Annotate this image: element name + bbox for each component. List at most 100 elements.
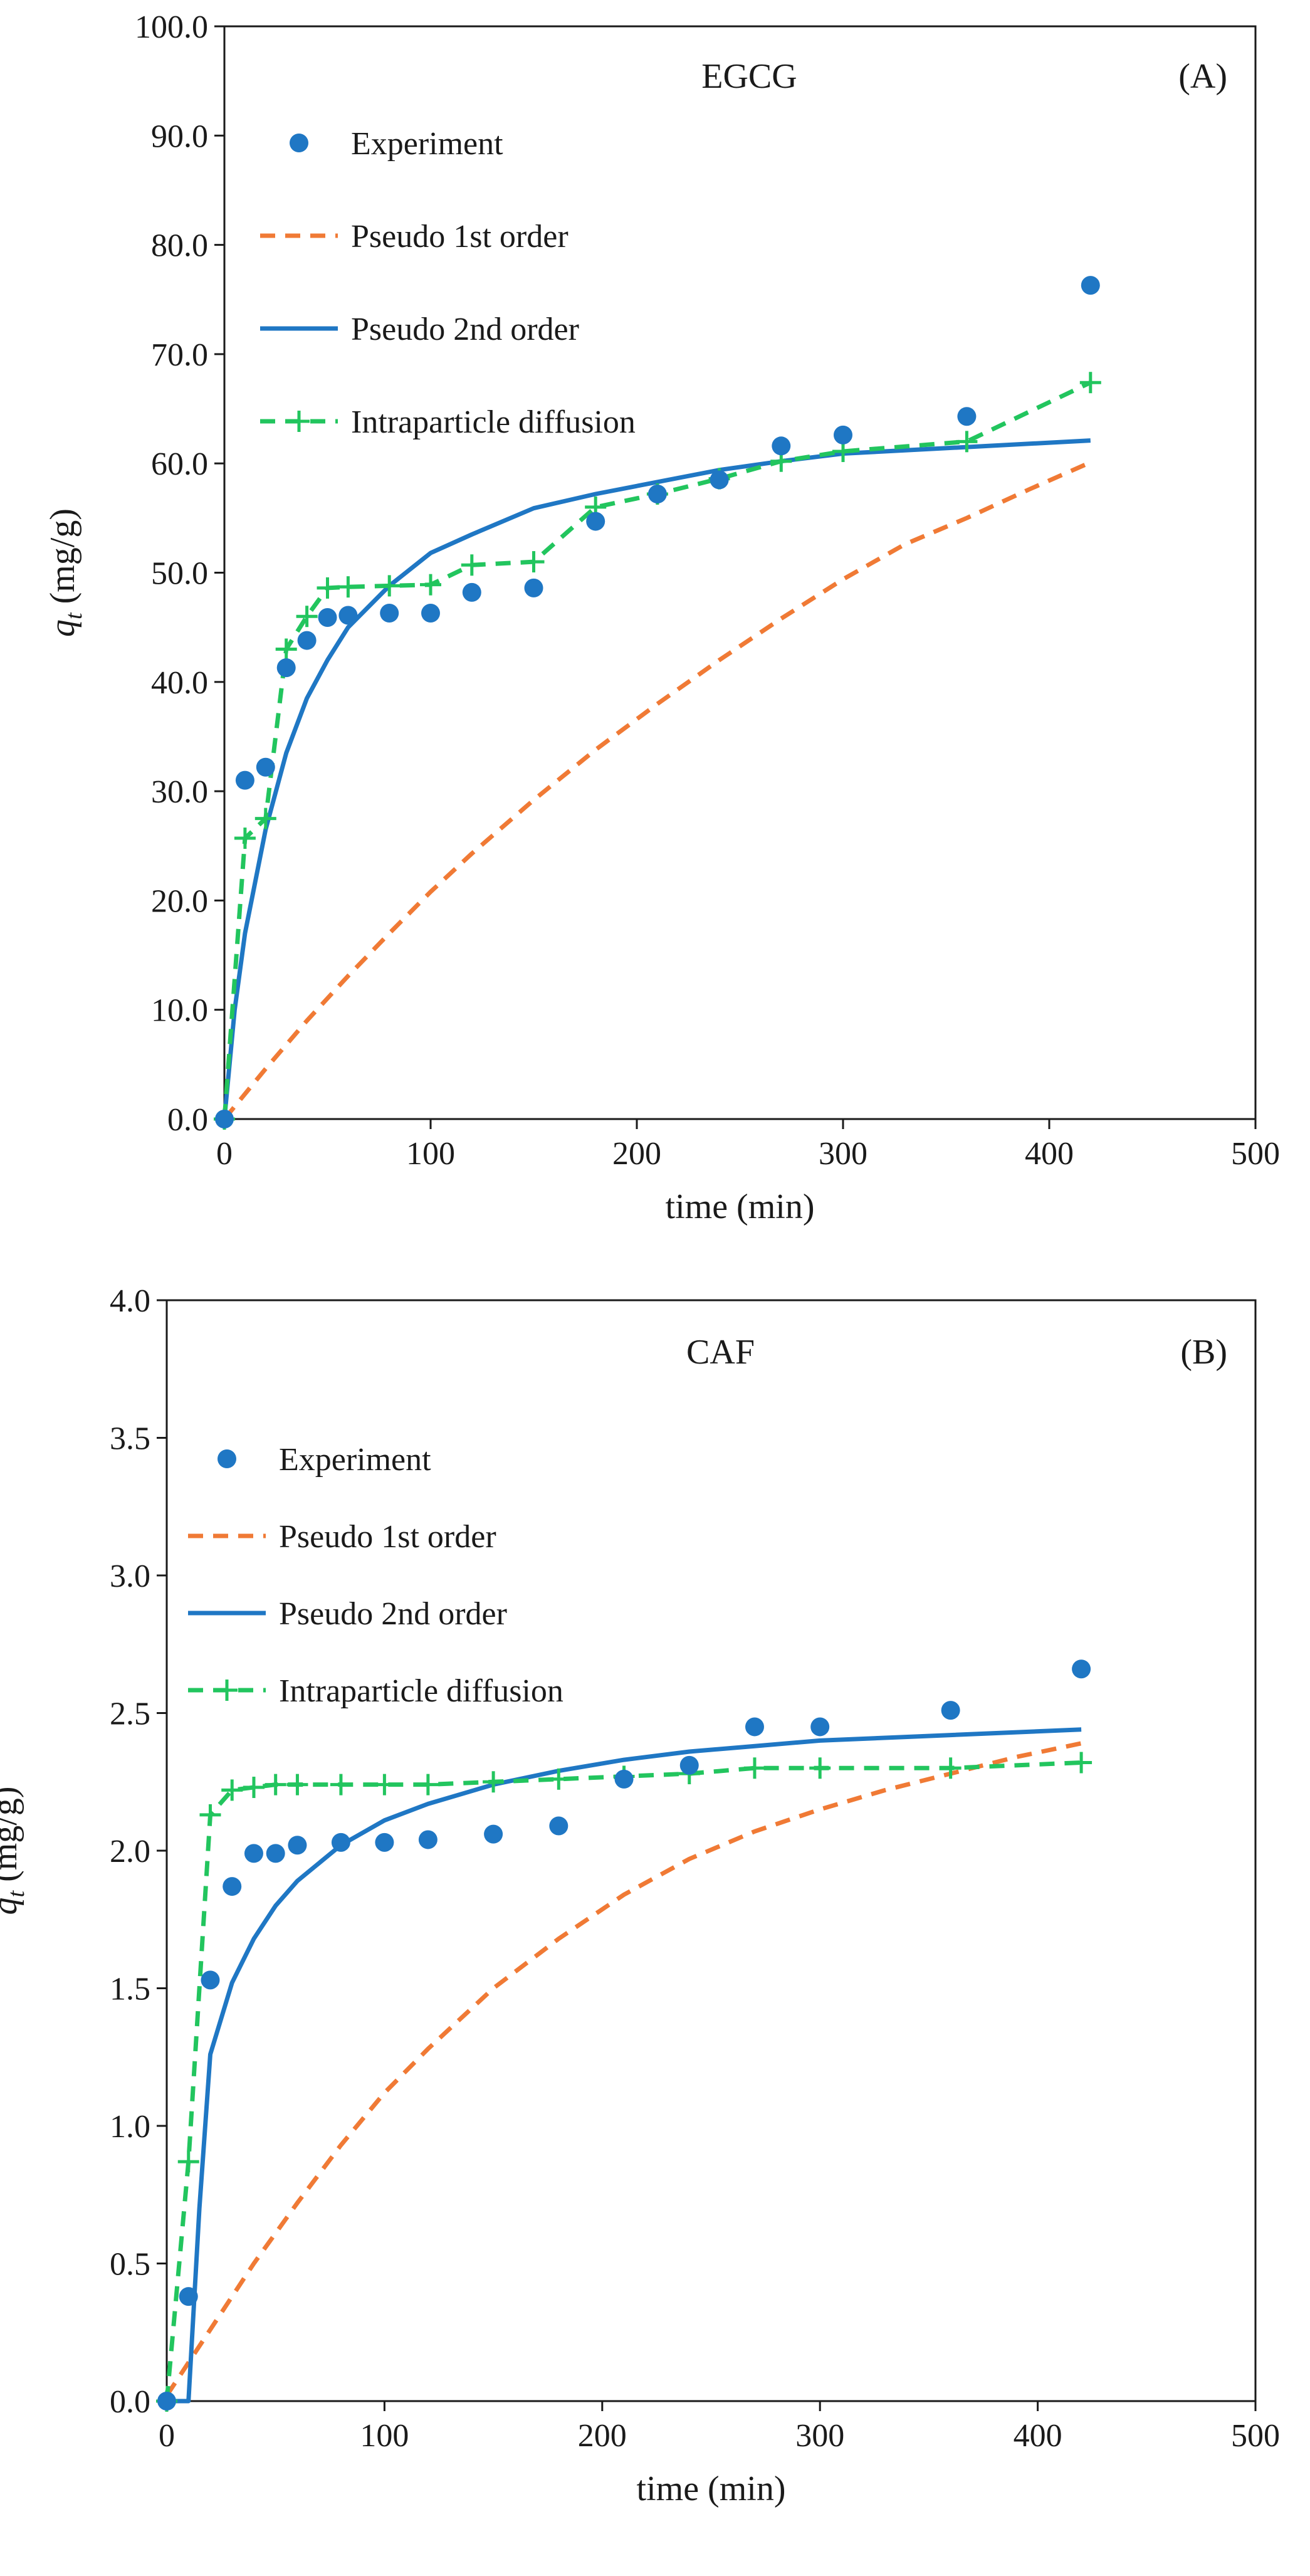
panel-b-legend-entry: Pseudo 2nd order (188, 1596, 507, 1632)
panel-b-series-experiment-point (157, 2392, 176, 2410)
panel-a-y-tick-label: 10.0 (151, 993, 208, 1029)
panel-b-series-experiment-point (1072, 1659, 1091, 1679)
panel-b-series-experiment-point (484, 1824, 503, 1844)
panel-a-legend-entry: Intraparticle diffusion (260, 404, 636, 440)
panel-a-y-tick-label: 100.0 (135, 9, 208, 45)
panel-a-y-tick-label: 40.0 (151, 665, 208, 701)
panel-b-y-tick-label: 1.0 (110, 2109, 150, 2145)
panel-a-legend-entry: Experiment (290, 126, 503, 162)
panel-b-legend-entry-label: Pseudo 2nd order (279, 1596, 507, 1632)
panel-b-x-tick-label: 100 (360, 2418, 409, 2454)
panel-b-series-experiment-point (941, 1701, 960, 1720)
panel-b-series-experiment-point (614, 1769, 634, 1789)
panel-b-series-experiment-point (223, 1877, 242, 1896)
panel-a: 0.0 10.0 20.0 30.0 40.0 50.0 60.0 70.0 80.0 90.0 1… (43, 9, 1280, 1226)
panel-a-x-tick-label: 400 (1025, 1136, 1074, 1172)
panel-b-series-intraparticle-diffusion-line (164, 1760, 1082, 2402)
panel-a-legend-entry: Pseudo 2nd order (260, 312, 579, 347)
panel-b-x-tick-label: 500 (1231, 2418, 1280, 2454)
panel-a-plot-frame (223, 25, 1257, 1120)
panel-b: 0.0 0.5 1.0 1.5 2.0 2.5 3.0 3.5 4.0 0 100 200 300 400… (0, 1283, 1280, 2508)
panel-a-y-axis-title-q: q (43, 619, 82, 637)
panel-a-series-experiment (215, 276, 1100, 1128)
panel-b-series-experiment (157, 1659, 1091, 2410)
panel-a-legend-entry-label: Intraparticle diffusion (351, 404, 636, 440)
panel-b-y-tick-label: 4.0 (110, 1283, 150, 1319)
panel-a-x-tick-label: 300 (819, 1136, 867, 1172)
panel-a-y-tick-label: 20.0 (151, 883, 208, 919)
panel-b-series-pseudo-2nd-order-line (167, 1727, 1082, 2404)
panel-b-legend-entry-label: Experiment (279, 1442, 431, 1478)
panel-b-series-experiment-point (375, 1832, 394, 1852)
panel-a-series-experiment-point (710, 470, 729, 490)
panel-a-legend-entry-label: Pseudo 2nd order (351, 312, 579, 347)
panel-b-title: CAF (686, 1333, 755, 1372)
panel-b-x-axis-title: time (min) (637, 2469, 786, 2508)
panel-a-legend: Experiment Pseudo 1st order Pseudo 2nd ord… (260, 126, 636, 440)
panel-a-x-tick-label: 200 (612, 1136, 661, 1172)
panel-a-series-experiment-point (338, 606, 358, 625)
panel-b-legend-entry-label: Intraparticle diffusion (279, 1673, 563, 1709)
panel-a-series-experiment-point (957, 407, 977, 426)
panel-a-legend-entry-swatch-marker (290, 134, 308, 152)
panel-b-series-experiment-point (549, 1816, 569, 1836)
panel-b-y-axis-title-sub: t (3, 1890, 29, 1897)
panel-a-series-experiment-point (421, 603, 440, 623)
panel-a-title: EGCG (701, 57, 797, 96)
panel-b-legend-entry-label: Pseudo 1st order (279, 1519, 496, 1555)
panel-b-series-experiment-point (331, 1832, 350, 1852)
panel-b-y-tick-label: 2.5 (110, 1696, 150, 1732)
panel-b-series-experiment-point (201, 1970, 220, 1990)
panel-a-y-axis-title-sub: t (61, 612, 87, 619)
panel-a-series-intraparticle-diffusion-line (222, 381, 1092, 1120)
panel-a-series-experiment-point (318, 607, 337, 627)
panel-a-series-experiment-point (772, 436, 791, 456)
panel-a-y-tick-label: 50.0 (151, 556, 208, 592)
panel-a-y-tick-label: 30.0 (151, 774, 208, 810)
panel-b-y-tick-label: 1.5 (110, 1972, 150, 2007)
panel-b-x-tick-label: 200 (578, 2418, 627, 2454)
panel-a-y-tick-label: 60.0 (151, 446, 208, 482)
panel-a-y-tick-label: 70.0 (151, 337, 208, 373)
panel-b-y-axis-title-q: q (0, 1897, 24, 1915)
panel-b-series-experiment-point (745, 1717, 764, 1737)
panel-b-y-tick-label: 3.5 (110, 1421, 150, 1457)
panel-b-y-tick-label: 0.0 (110, 2384, 150, 2420)
panel-a-y-axis-title: qt (mg/g) (43, 508, 87, 637)
panel-a-x-tick-label: 0 (216, 1136, 233, 1172)
panel-b-x-tick-label: 300 (795, 2418, 844, 2454)
panel-a-y-tick-label: 80.0 (151, 228, 208, 264)
panel-a-series-experiment-point (834, 425, 852, 444)
panel-b-legend-entry-swatch-marker (217, 1449, 236, 1468)
panel-a-y-axis-title-units: (mg/g) (43, 508, 82, 612)
panel-b-series-experiment-point (179, 2287, 198, 2306)
panel-a-series-pseudo-2nd-order (222, 438, 1091, 1120)
panel-a-series-experiment-point (524, 578, 543, 597)
panel-b-series-experiment-point (418, 1830, 438, 1849)
panel-b-legend-entry: Pseudo 1st order (188, 1519, 496, 1555)
panel-b-legend-entry: Experiment (217, 1442, 431, 1478)
panel-b-series-pseudo-1st-order-line (165, 1741, 1082, 2397)
panel-a-y-tick-label: 90.0 (151, 118, 208, 154)
panel-a-series-experiment-point (462, 582, 481, 602)
panel-b-y-tick-label: 0.5 (110, 2247, 150, 2283)
panel-b-y-axis-title-units: (mg/g) (0, 1787, 24, 1891)
panel-a-series-experiment-point (235, 770, 254, 790)
panel-a-legend-entry-label: Pseudo 1st order (351, 219, 569, 255)
panel-b-x-tick-label: 400 (1014, 2418, 1062, 2454)
panel-b-legend: Experiment Pseudo 1st order Pseudo 2nd ord… (188, 1442, 563, 1709)
panel-b-y-tick-label: 2.0 (110, 1834, 150, 1869)
panel-a-series-experiment-point (297, 631, 317, 650)
panel-a-label: (A) (1178, 57, 1227, 96)
panel-a-series-experiment-point (647, 485, 667, 504)
panel-b-series-intraparticle-diffusion (156, 1752, 1093, 2412)
panel-a-series-experiment-point (380, 603, 399, 623)
panel-b-series-experiment-point (244, 1844, 263, 1863)
panel-b-series-experiment-point (266, 1844, 285, 1863)
panel-b-label: (B) (1180, 1333, 1227, 1372)
panel-b-series-pseudo-1st-order (165, 1741, 1082, 2397)
panel-a-legend-entry: Pseudo 1st order (260, 219, 569, 255)
panel-b-y-tick-label: 3.0 (110, 1559, 150, 1594)
panel-a-x-axis-title: time (min) (666, 1187, 815, 1226)
panel-a-x-tick-label: 500 (1231, 1136, 1280, 1172)
